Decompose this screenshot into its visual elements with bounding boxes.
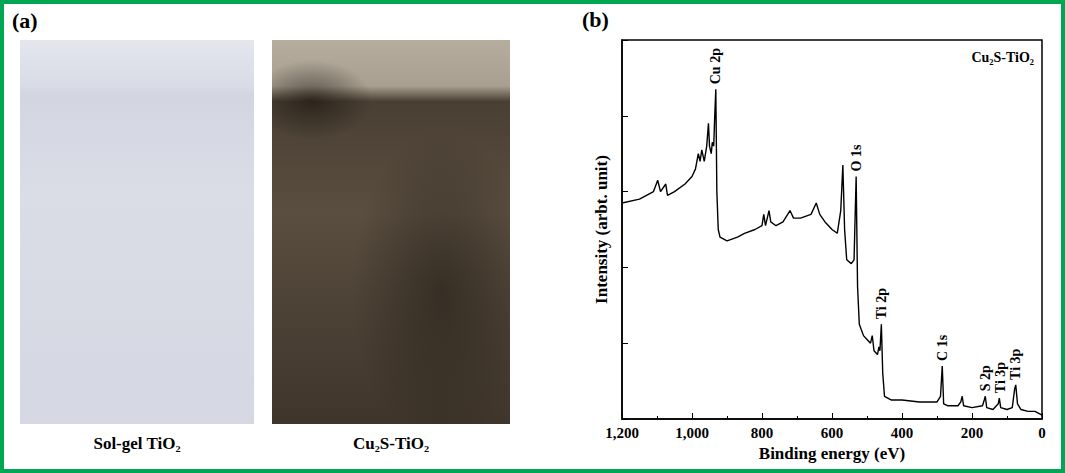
svg-text:Ti 2p: Ti 2p	[874, 288, 889, 319]
svg-text:Ti 3p: Ti 3p	[1008, 348, 1023, 379]
svg-text:400: 400	[891, 425, 914, 441]
svg-text:Cu₂S-TiO₂: Cu₂S-TiO₂	[971, 50, 1034, 65]
svg-text:(b): (b)	[582, 7, 609, 32]
svg-text:Binding energy (eV): Binding energy (eV)	[759, 444, 905, 463]
svg-text:1,000: 1,000	[675, 425, 709, 441]
svg-text:O 1s: O 1s	[849, 144, 864, 171]
svg-text:600: 600	[821, 425, 844, 441]
html-text:Sol-gel TiO₂: Sol-gel TiO₂	[93, 434, 181, 453]
svg-text:Intensity (arbt. unit): Intensity (arbt. unit)	[592, 155, 611, 304]
svg-text:Cu 2p: Cu 2p	[708, 48, 723, 84]
svg-text:200: 200	[961, 425, 984, 441]
svg-text:C 1s: C 1s	[935, 334, 950, 361]
svg-text:0: 0	[1038, 425, 1046, 441]
svg-text:S 2p: S 2p	[978, 365, 993, 391]
svg-text:1,200: 1,200	[605, 425, 639, 441]
svg-text:Ti 3p: Ti 3p	[993, 362, 1008, 393]
html-text:(a): (a)	[12, 8, 38, 33]
svg-text:800: 800	[751, 425, 774, 441]
html-text:Cu₂S-TiO₂: Cu₂S-TiO₂	[353, 434, 429, 453]
